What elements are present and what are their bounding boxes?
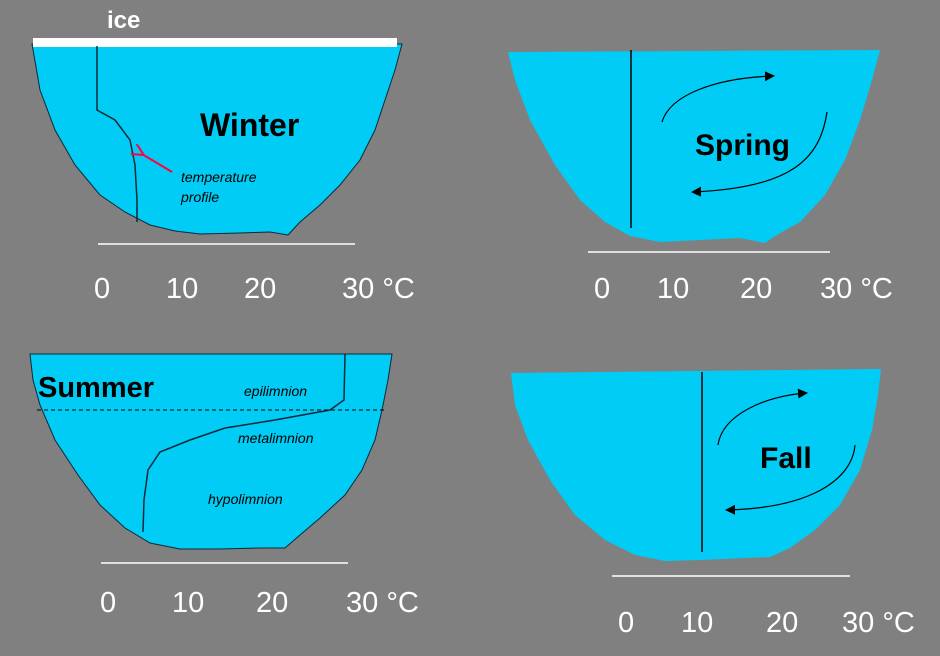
summer-season-label: Summer: [38, 372, 154, 404]
spring-circulation-arrow-top: [661, 71, 775, 123]
ice-layer: [33, 38, 397, 47]
fall-panel: Fall 0 10 20 30 °C: [511, 369, 915, 639]
fall-tick-20: 20: [766, 607, 798, 639]
winter-tick-10: 10: [166, 273, 198, 305]
summer-tick-10: 10: [172, 587, 204, 619]
summer-tick-0: 0: [100, 587, 116, 619]
temperature-profile-arrow: [142, 154, 173, 173]
metalimnion-label: metalimnion: [238, 430, 314, 446]
summer-panel: Summer epilimnion metalimnion hypolimnio…: [29, 353, 419, 619]
spring-tick-30: 30 °C: [820, 273, 893, 305]
winter-season-label: Winter: [200, 107, 299, 143]
spring-season-label: Spring: [695, 129, 790, 162]
fall-lake-basin: [511, 369, 881, 561]
summer-tick-20: 20: [256, 587, 288, 619]
fall-circulation-arrow-top: [717, 388, 808, 446]
spring-circulation-arrow-bottom: [691, 111, 828, 197]
spring-tick-0: 0: [594, 273, 610, 305]
fall-tick-30: 30 °C: [842, 607, 915, 639]
hypolimnion-label: hypolimnion: [208, 491, 283, 507]
winter-lake-basin: [31, 43, 403, 236]
fall-tick-0: 0: [618, 607, 634, 639]
temperature-profile-label-2: profile: [180, 189, 219, 205]
winter-tick-20: 20: [244, 273, 276, 305]
winter-tick-30: 30 °C: [342, 273, 415, 305]
summer-tick-30: 30 °C: [346, 587, 419, 619]
ice-label: ice: [107, 7, 140, 34]
fall-circulation-arrow-bottom: [725, 444, 856, 515]
fall-season-label: Fall: [760, 442, 812, 475]
winter-panel: ice Winter temperature profile 0 10 20 3…: [31, 7, 415, 305]
spring-tick-20: 20: [740, 273, 772, 305]
spring-lake-basin: [508, 50, 880, 243]
spring-panel: Spring 0 10 20 30 °C: [508, 50, 893, 305]
epilimnion-label: epilimnion: [244, 383, 307, 399]
summer-temperature-profile-line: [142, 353, 346, 533]
temperature-profile-label-1: temperature: [181, 169, 257, 185]
spring-tick-10: 10: [657, 273, 689, 305]
winter-temperature-profile-line: [96, 46, 138, 222]
fall-tick-10: 10: [681, 607, 713, 639]
summer-lake-basin: [29, 353, 393, 550]
winter-tick-0: 0: [94, 273, 110, 305]
